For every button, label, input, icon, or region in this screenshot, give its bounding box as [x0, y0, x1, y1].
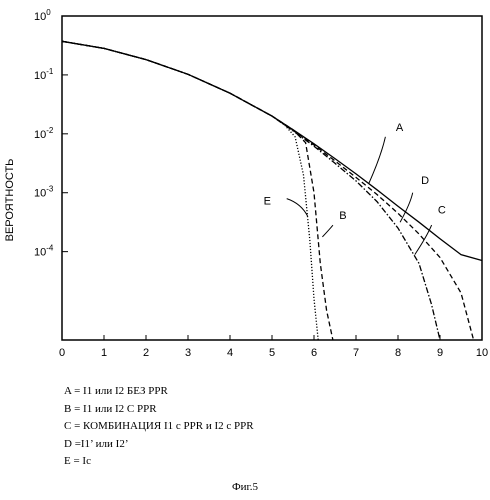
callout-d-label: D [421, 175, 429, 187]
x-tick-label: 1 [101, 347, 107, 359]
y-tick-label: 100 [34, 8, 51, 23]
x-tick-label: 10 [476, 347, 488, 359]
callout-e-leader [287, 199, 308, 217]
legend-entry-b: B = I1 или I2 С PPR [64, 401, 254, 419]
x-tick-label: 7 [353, 347, 359, 359]
y-axis-label: ВЕРОЯТНОСТЬ [4, 159, 16, 242]
x-tick-label: 4 [227, 347, 233, 359]
x-tick-label: 3 [185, 347, 191, 359]
callout-c-label: C [438, 204, 446, 216]
x-tick-label: 0 [59, 347, 65, 359]
series-a-line [62, 41, 482, 260]
callout-a-leader [369, 137, 386, 184]
legend: A = I1 или I2 БЕЗ PPR B = I1 или I2 С PP… [64, 383, 254, 471]
callout-b-label: B [339, 210, 346, 222]
x-tick-label: 5 [269, 347, 275, 359]
figure-caption: Фиг.5 [0, 481, 490, 493]
y-tick-label: 10-4 [34, 244, 54, 259]
x-tick-label: 8 [395, 347, 401, 359]
callout-c-leader [415, 225, 432, 255]
x-tick-label: 9 [437, 347, 443, 359]
x-axis-ticks: 0 1 2 3 4 5 6 7 8 9 10 [59, 335, 488, 359]
series-c-line [62, 41, 440, 340]
series-d-line [62, 41, 474, 340]
y-axis-ticks: 100 10-1 10-2 10-3 10-4 [34, 8, 68, 259]
callout-b-leader [322, 225, 333, 237]
callout-a-label: A [396, 122, 404, 134]
legend-entry-a: A = I1 или I2 БЕЗ PPR [64, 383, 254, 401]
legend-entry-c: C = КОМБИНАЦИЯ I1 с PPR и I2 с PPR [64, 418, 254, 436]
x-tick-label: 6 [311, 347, 317, 359]
legend-entry-e: E = Ic [64, 453, 254, 471]
y-tick-label: 10-1 [34, 67, 54, 82]
y-tick-label: 10-3 [34, 185, 54, 200]
plot-frame [62, 16, 482, 340]
series-b-line [62, 41, 333, 340]
legend-entry-d: D =I1’ или I2’ [64, 436, 254, 454]
callout-e-label: E [264, 196, 271, 208]
series-layer [62, 41, 482, 340]
x-tick-label: 2 [143, 347, 149, 359]
y-tick-label: 10-2 [34, 126, 54, 141]
callout-d-leader [400, 193, 413, 223]
series-e-line [62, 41, 318, 340]
callout-layer: A B C D E [264, 122, 446, 255]
